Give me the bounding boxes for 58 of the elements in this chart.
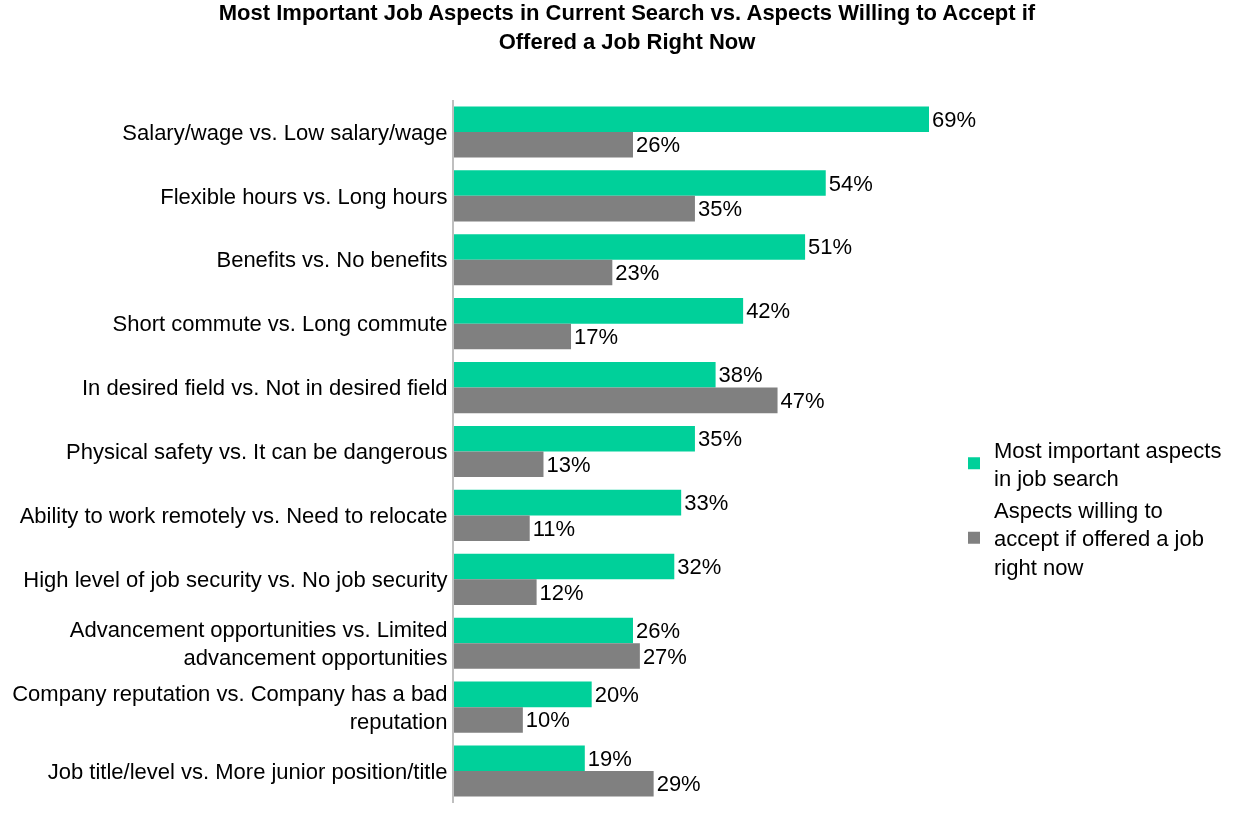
bar	[454, 579, 537, 605]
data-label: 32%	[677, 554, 722, 580]
data-label: 19%	[587, 745, 632, 771]
bar	[454, 515, 530, 541]
bar	[454, 489, 682, 516]
y-tick-label: High level of job security vs. No job security	[23, 567, 448, 593]
bar	[454, 451, 544, 478]
y-tick-label: Short commute vs. Long commute	[112, 311, 448, 337]
bar	[454, 362, 716, 388]
bar	[454, 259, 613, 286]
bar	[454, 387, 778, 414]
y-tick-label: In desired field vs. Not in desired field	[81, 375, 448, 401]
bar	[454, 298, 744, 324]
data-label: 51%	[808, 234, 853, 260]
bar	[454, 234, 806, 260]
data-label: 27%	[642, 643, 687, 669]
bar	[454, 643, 640, 669]
data-label: 35%	[697, 196, 742, 222]
data-label: 35%	[697, 426, 742, 452]
bar	[454, 707, 523, 733]
bar	[454, 425, 695, 452]
y-tick-label: Advancement opportunities vs. Limited advancement opportunities	[69, 616, 448, 671]
data-label: 23%	[615, 260, 660, 286]
data-label: 20%	[594, 681, 639, 707]
bar	[454, 131, 633, 158]
bar	[454, 681, 592, 708]
data-label: 26%	[635, 617, 681, 643]
bar	[454, 745, 585, 772]
data-label: 47%	[780, 387, 825, 413]
chart-title: Most Important Job Aspects in Current Search vs. Aspects Willing to Accept if Offered a Job Right Now	[218, 0, 1036, 55]
bar	[454, 195, 695, 222]
data-label: 12%	[539, 579, 584, 605]
data-label: 42%	[746, 298, 791, 324]
y-tick-label: Ability to work remotely vs. Need to relocate	[19, 503, 448, 529]
data-label: 38%	[718, 362, 763, 388]
y-tick-label: Physical safety vs. It can be dangerous	[66, 439, 448, 465]
y-tick-label: Flexible hours vs. Long hours	[160, 183, 448, 209]
bar	[454, 170, 826, 196]
bar	[454, 106, 929, 132]
y-tick-label: Company reputation vs. Company has a bad reputation	[12, 680, 448, 735]
y-tick-label: Salary/wage vs. Low salary/wage	[122, 119, 448, 145]
legend-label: Most important aspects in job search	[994, 437, 1222, 492]
data-label: 17%	[574, 323, 619, 349]
data-label: 11%	[532, 515, 576, 541]
data-label: 33%	[684, 490, 729, 516]
y-tick-label: Benefits vs. No benefits	[216, 247, 448, 273]
data-label: 69%	[932, 106, 977, 132]
data-label: 29%	[656, 771, 701, 797]
bar	[454, 771, 654, 797]
data-label: 13%	[546, 451, 591, 477]
y-tick-label: Job title/level vs. More junior position/title	[47, 758, 448, 784]
bar	[454, 553, 675, 580]
bar	[454, 323, 572, 350]
bar	[454, 617, 633, 644]
legend-label: Aspects willing to accept if offered a job right now	[994, 497, 1204, 581]
data-label: 10%	[525, 707, 570, 733]
data-label: 26%	[635, 132, 681, 158]
data-label: 54%	[828, 170, 873, 196]
